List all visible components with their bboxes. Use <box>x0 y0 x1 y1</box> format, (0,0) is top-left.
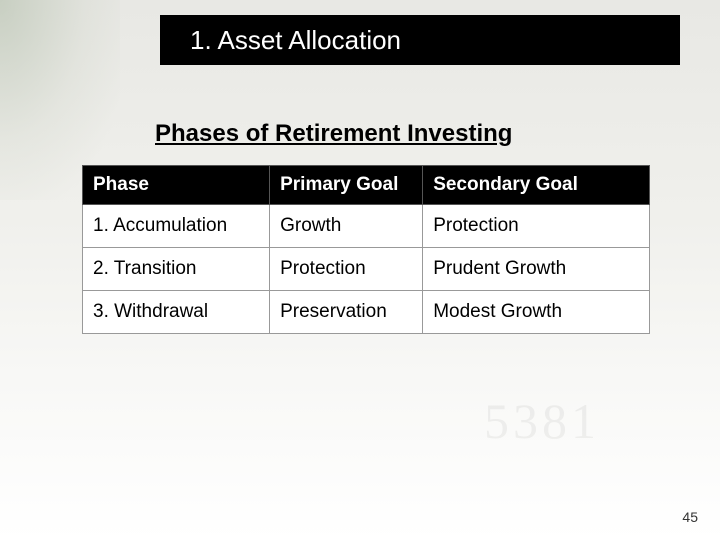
page-number: 45 <box>682 509 698 525</box>
title-bar: 1. Asset Allocation <box>160 15 680 65</box>
cell-primary: Protection <box>270 248 423 291</box>
cell-secondary: Prudent Growth <box>423 248 650 291</box>
table-row: 2. Transition Protection Prudent Growth <box>83 248 650 291</box>
header-phase: Phase <box>83 166 270 205</box>
cell-primary: Growth <box>270 205 423 248</box>
header-secondary-goal: Secondary Goal <box>423 166 650 205</box>
table-row: 3. Withdrawal Preservation Modest Growth <box>83 291 650 334</box>
table-header-row: Phase Primary Goal Secondary Goal <box>83 166 650 205</box>
cell-secondary: Modest Growth <box>423 291 650 334</box>
cell-secondary: Protection <box>423 205 650 248</box>
header-primary-goal: Primary Goal <box>270 166 423 205</box>
cell-phase: 3. Withdrawal <box>83 291 270 334</box>
table-row: 1. Accumulation Growth Protection <box>83 205 650 248</box>
background-watermark: 5381 <box>484 392 600 450</box>
cell-phase: 2. Transition <box>83 248 270 291</box>
slide-subtitle: Phases of Retirement Investing <box>155 120 512 148</box>
cell-phase: 1. Accumulation <box>83 205 270 248</box>
phases-table: Phase Primary Goal Secondary Goal 1. Acc… <box>82 165 650 334</box>
phases-table-container: Phase Primary Goal Secondary Goal 1. Acc… <box>82 165 650 334</box>
cell-primary: Preservation <box>270 291 423 334</box>
slide-title: 1. Asset Allocation <box>190 25 401 56</box>
